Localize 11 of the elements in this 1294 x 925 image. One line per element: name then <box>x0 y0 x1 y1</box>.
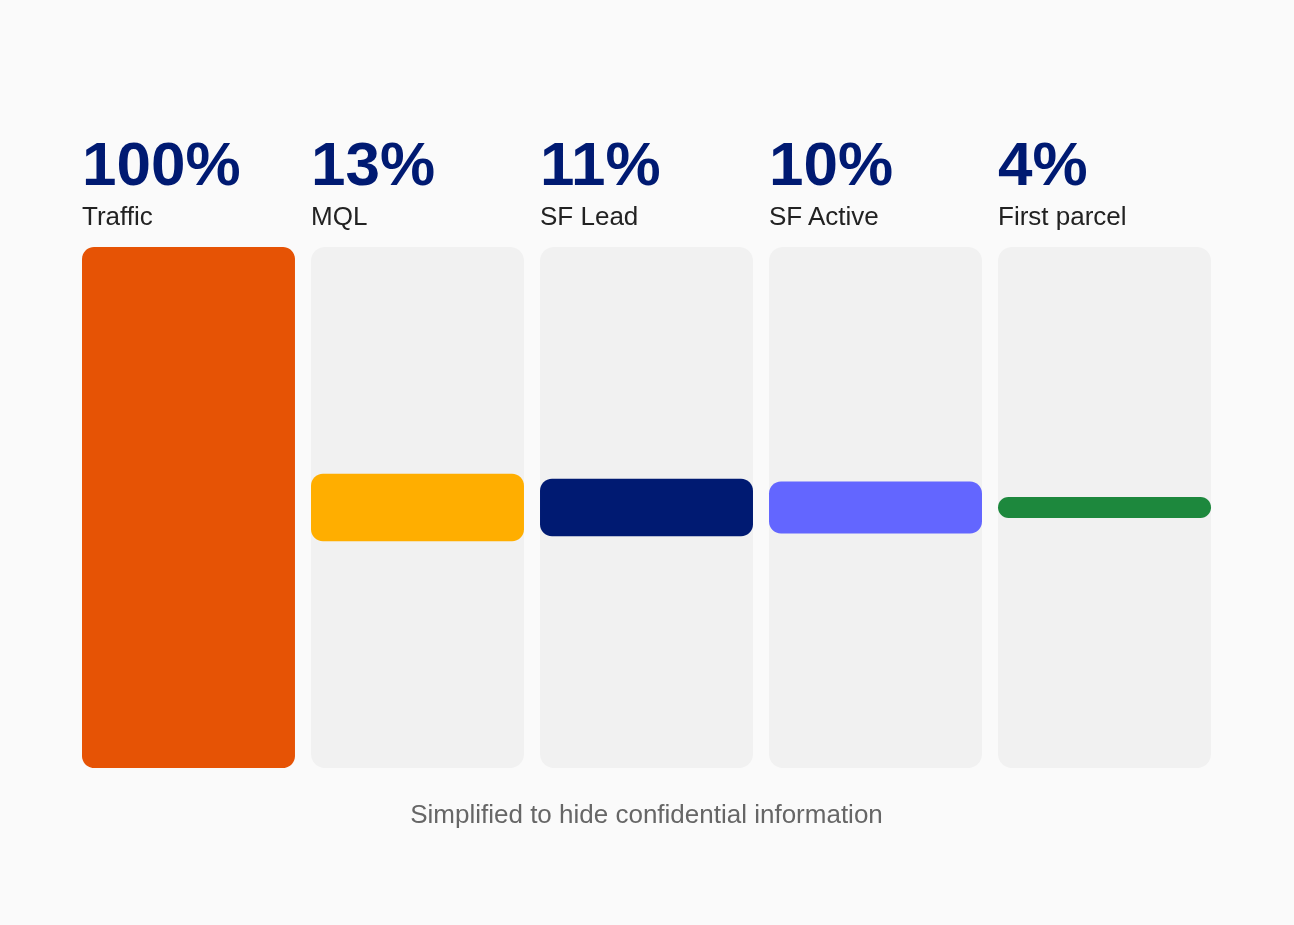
data-label: 10% <box>769 129 894 198</box>
data-label: 100% <box>82 129 241 198</box>
category-label: SF Active <box>769 201 879 231</box>
data-label: 13% <box>311 129 436 198</box>
data-label: 4% <box>998 129 1088 198</box>
category-label: MQL <box>311 201 368 231</box>
category-label: Traffic <box>82 201 153 231</box>
text: Simplified to hide confidential information <box>410 799 883 829</box>
category-label: First parcel <box>998 201 1127 231</box>
category-label: SF Lead <box>540 201 639 231</box>
data-label: 11% <box>540 129 661 198</box>
